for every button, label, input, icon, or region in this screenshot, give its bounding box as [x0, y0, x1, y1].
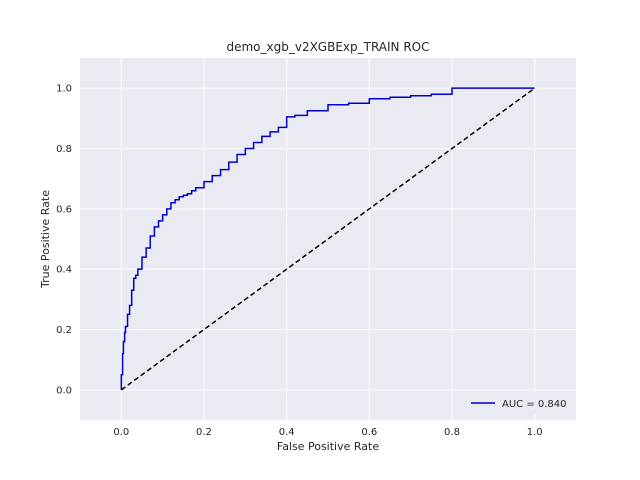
legend-label-roc: AUC = 0.840	[502, 399, 567, 410]
grid	[80, 58, 576, 420]
x-tick-label: 0.8	[444, 427, 460, 438]
x-tick-label: 0.6	[361, 427, 377, 438]
x-tick-label: 0.0	[113, 427, 129, 438]
x-axis-ticks: 0.0 0.2 0.4 0.6 0.8 1.0	[113, 427, 542, 438]
legend: AUC = 0.840	[464, 392, 570, 414]
x-tick-label: 0.4	[279, 427, 295, 438]
x-tick-label: 1.0	[527, 427, 543, 438]
y-tick-label: 0.2	[56, 325, 72, 336]
series-layer	[120, 87, 536, 391]
y-tick-label: 1.0	[56, 84, 72, 95]
roc-curve-line	[120, 87, 535, 390]
y-tick-label: 0.0	[56, 385, 72, 396]
y-tick-label: 0.8	[56, 144, 72, 155]
x-tick-label: 0.2	[196, 427, 212, 438]
legend-box	[464, 392, 570, 414]
diagonal-reference-line	[120, 87, 536, 391]
y-axis-label: True Positive Rate	[39, 190, 52, 289]
chart-title: demo_xgb_v2XGBExp_TRAIN ROC	[226, 40, 429, 54]
y-tick-label: 0.6	[56, 204, 72, 215]
y-tick-label: 0.4	[56, 265, 72, 276]
x-axis-label: False Positive Rate	[277, 440, 379, 453]
y-axis-ticks: 0.0 0.2 0.4 0.6 0.8 1.0	[56, 84, 72, 397]
